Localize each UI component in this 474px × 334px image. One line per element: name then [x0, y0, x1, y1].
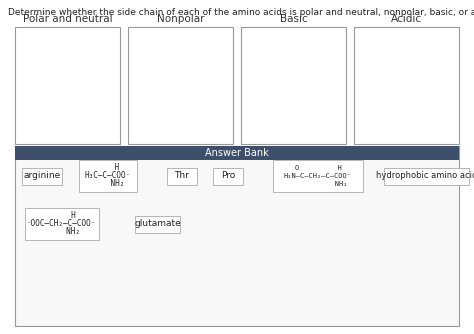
FancyBboxPatch shape [25, 208, 99, 240]
FancyBboxPatch shape [167, 167, 197, 184]
FancyBboxPatch shape [15, 146, 459, 326]
FancyBboxPatch shape [213, 167, 243, 184]
Text: Polar and neutral: Polar and neutral [23, 14, 112, 24]
FancyBboxPatch shape [136, 215, 181, 232]
FancyBboxPatch shape [354, 27, 459, 144]
Text: H₂N–C–CH₂–C–COO⁻: H₂N–C–CH₂–C–COO⁻ [284, 173, 352, 179]
FancyBboxPatch shape [15, 27, 120, 144]
Text: Pro: Pro [221, 171, 235, 180]
FancyBboxPatch shape [241, 27, 346, 144]
Text: H₃C–C–COO⁻: H₃C–C–COO⁻ [85, 171, 131, 180]
FancyBboxPatch shape [128, 27, 233, 144]
FancyBboxPatch shape [273, 160, 363, 192]
Text: Acidic: Acidic [391, 14, 422, 24]
Text: H: H [48, 211, 76, 220]
Text: Nonpolar: Nonpolar [157, 14, 204, 24]
Text: glutamate: glutamate [135, 219, 182, 228]
Text: NH₂: NH₂ [288, 181, 348, 187]
Text: ⁻OOC–CH₂–C–COO⁻: ⁻OOC–CH₂–C–COO⁻ [27, 219, 97, 228]
Text: Answer Bank: Answer Bank [205, 148, 269, 158]
FancyBboxPatch shape [15, 146, 459, 160]
FancyBboxPatch shape [384, 167, 470, 184]
FancyBboxPatch shape [79, 160, 137, 192]
Text: NH₂: NH₂ [44, 227, 81, 236]
Text: H: H [96, 164, 119, 172]
FancyBboxPatch shape [22, 167, 62, 184]
Text: hydrophobic amino acid: hydrophobic amino acid [376, 171, 474, 180]
Text: O         H: O H [295, 165, 341, 171]
Text: arginine: arginine [23, 171, 61, 180]
Text: Basic: Basic [280, 14, 307, 24]
Text: Thr: Thr [174, 171, 190, 180]
Text: NH₂: NH₂ [92, 179, 124, 188]
Text: Determine whether the side chain of each of the amino acids is polar and neutral: Determine whether the side chain of each… [8, 8, 474, 17]
